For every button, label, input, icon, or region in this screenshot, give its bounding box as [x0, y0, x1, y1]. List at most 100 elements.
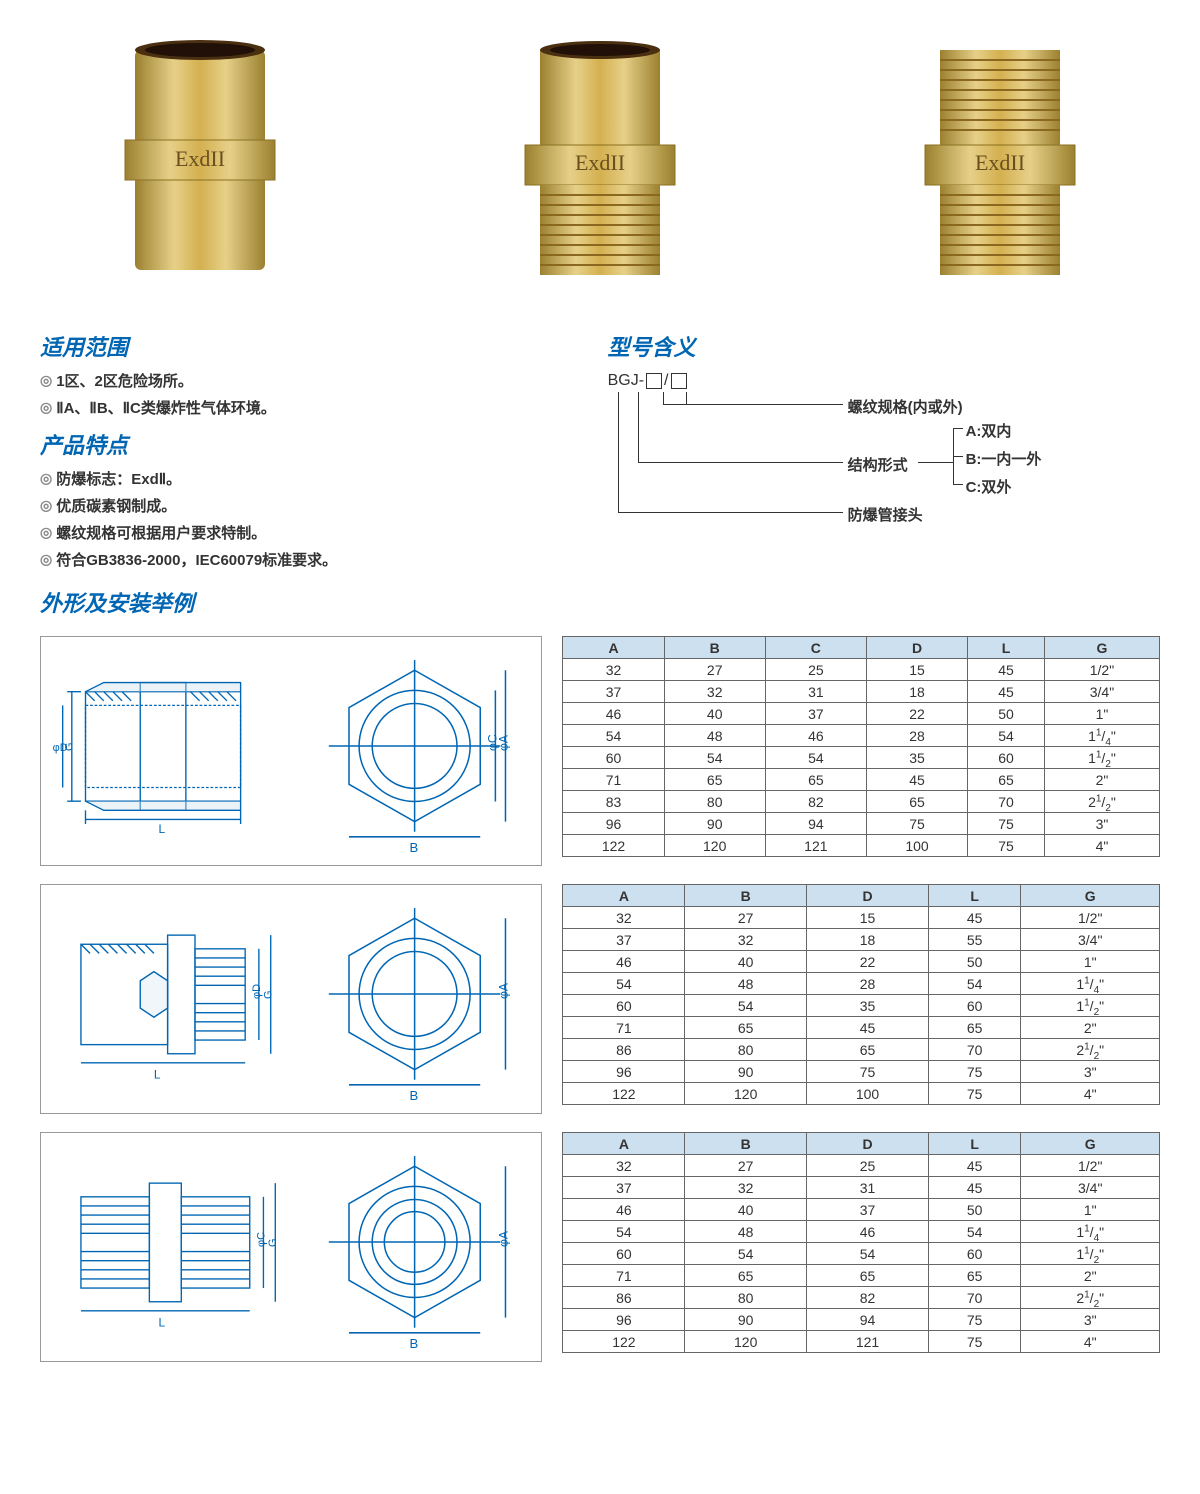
table-cell: 54 — [968, 725, 1045, 747]
table-cell: 4" — [1044, 835, 1159, 857]
table-cell: 2" — [1021, 1265, 1160, 1287]
feature-item: 防爆标志：ExdⅡ。 — [40, 468, 578, 489]
table-cell: 11/4" — [1021, 1221, 1160, 1243]
table-cell: 65 — [807, 1265, 929, 1287]
model-sub-c: C:双外 — [966, 476, 1012, 497]
table-row: 605454356011/2" — [563, 747, 1160, 769]
table-row: 8680827021/2" — [563, 1287, 1160, 1309]
svg-text:ExdII: ExdII — [975, 150, 1025, 175]
table-cell: 120 — [664, 835, 765, 857]
table-cell: 15 — [807, 907, 929, 929]
table-row: 6054546011/2" — [563, 1243, 1160, 1265]
table-cell: 27 — [685, 907, 807, 929]
table-cell: 65 — [664, 769, 765, 791]
table-cell: 46 — [807, 1221, 929, 1243]
table-cell: 54 — [563, 973, 685, 995]
table-row: 322725451/2" — [563, 1155, 1160, 1177]
table-cell: 75 — [968, 835, 1045, 857]
table-row: 8680657021/2" — [563, 1039, 1160, 1061]
table-cell: 11/4" — [1044, 725, 1159, 747]
table-cell: 96 — [563, 813, 664, 835]
table-cell: 11/2" — [1044, 747, 1159, 769]
spec-table-1: ABCDLG 32272515451/2"37323118453/4"46403… — [562, 636, 1160, 857]
table-cell: 18 — [866, 681, 967, 703]
table-cell: 94 — [765, 813, 866, 835]
table-cell: 46 — [563, 1199, 685, 1221]
table-cell: 2" — [1044, 769, 1159, 791]
table-header-cell: D — [807, 1133, 929, 1155]
table-header-cell: C — [765, 637, 866, 659]
product-photo-2: ExdII — [500, 30, 700, 290]
table-cell: 37 — [563, 1177, 685, 1199]
table-cell: 32 — [685, 1177, 807, 1199]
table-cell: 75 — [866, 813, 967, 835]
table-cell: 32 — [664, 681, 765, 703]
table-cell: 122 — [563, 1331, 685, 1353]
table-cell: 28 — [807, 973, 929, 995]
table-cell: 100 — [807, 1083, 929, 1105]
table-header-cell: G — [1021, 1133, 1160, 1155]
table-cell: 121 — [765, 835, 866, 857]
dims-title: 外形及安装举例 — [40, 586, 1160, 618]
table-cell: 32 — [563, 907, 685, 929]
diagram-2: L φD G B φA — [40, 884, 542, 1114]
table-cell: 83 — [563, 791, 664, 813]
table-row: 122120121754" — [563, 1331, 1160, 1353]
table-cell: 3" — [1021, 1061, 1160, 1083]
table-cell: 90 — [664, 813, 765, 835]
table-cell: 54 — [563, 1221, 685, 1243]
table-cell: 32 — [563, 1155, 685, 1177]
table-row: 373218553/4" — [563, 929, 1160, 951]
table-cell: 25 — [807, 1155, 929, 1177]
table-cell: 32 — [685, 929, 807, 951]
table-cell: 45 — [807, 1017, 929, 1039]
table-cell: 54 — [807, 1243, 929, 1265]
table-cell: 75 — [968, 813, 1045, 835]
table-cell: 40 — [685, 951, 807, 973]
table-cell: 70 — [968, 791, 1045, 813]
table-cell: 40 — [685, 1199, 807, 1221]
table-cell: 54 — [685, 995, 807, 1017]
table-cell: 21/2" — [1044, 791, 1159, 813]
svg-text:L: L — [158, 1315, 165, 1329]
table-row: 969094753" — [563, 1309, 1160, 1331]
table-row: 5448285411/4" — [563, 973, 1160, 995]
table-cell: 65 — [807, 1039, 929, 1061]
table-cell: 120 — [685, 1331, 807, 1353]
table-cell: 54 — [928, 973, 1021, 995]
table-cell: 27 — [664, 659, 765, 681]
table-cell: 3" — [1044, 813, 1159, 835]
table-row: 322715451/2" — [563, 907, 1160, 929]
spec-table-2: ABDLG 322715451/2"373218553/4"464022501"… — [562, 884, 1160, 1105]
table-cell: 37 — [563, 929, 685, 951]
model-line-1: 螺纹规格(内或外) — [848, 396, 963, 417]
table-header-cell: D — [807, 885, 929, 907]
table-cell: 48 — [685, 973, 807, 995]
table-header-cell: G — [1044, 637, 1159, 659]
product-photo-3: ExdII — [900, 30, 1100, 290]
table-row: 37323118453/4" — [563, 681, 1160, 703]
table-cell: 96 — [563, 1061, 685, 1083]
table-cell: 35 — [807, 995, 929, 1017]
table-cell: 71 — [563, 769, 664, 791]
table-row: 838082657021/2" — [563, 791, 1160, 813]
table-cell: 75 — [928, 1061, 1021, 1083]
table-cell: 31 — [765, 681, 866, 703]
table-cell: 60 — [563, 995, 685, 1017]
table-cell: 65 — [866, 791, 967, 813]
table-cell: 54 — [563, 725, 664, 747]
table-cell: 45 — [968, 681, 1045, 703]
table-cell: 11/2" — [1021, 1243, 1160, 1265]
table-row: 46403722501" — [563, 703, 1160, 725]
table-cell: 1" — [1044, 703, 1159, 725]
table-cell: 65 — [765, 769, 866, 791]
table-cell: 3" — [1021, 1309, 1160, 1331]
product-photos-row: ExdII ExdII — [40, 20, 1160, 310]
table-cell: 65 — [928, 1017, 1021, 1039]
table-cell: 75 — [807, 1061, 929, 1083]
table-cell: 3/4" — [1021, 1177, 1160, 1199]
table-cell: 100 — [866, 835, 967, 857]
table-cell: 120 — [685, 1083, 807, 1105]
table-cell: 1/2" — [1021, 1155, 1160, 1177]
table-cell: 94 — [807, 1309, 929, 1331]
